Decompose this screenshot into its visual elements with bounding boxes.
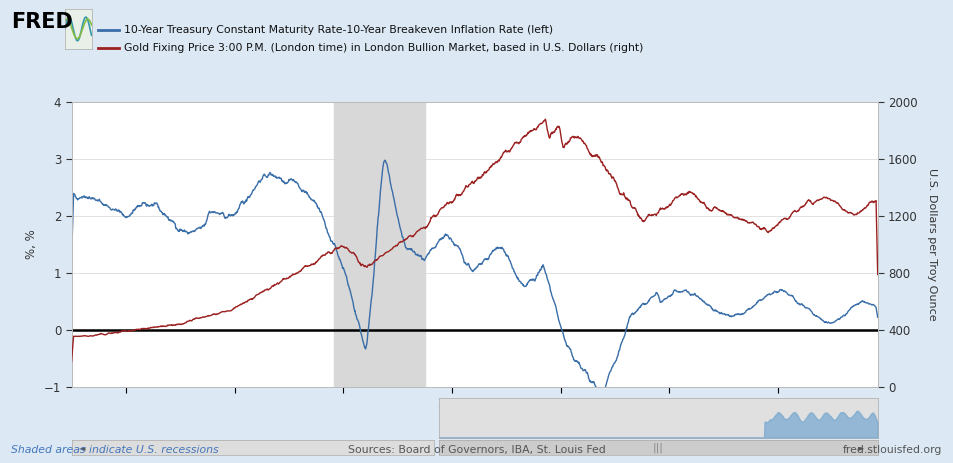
Text: Gold Fixing Price 3:00 P.M. (London time) in London Bullion Market, based in U.S: Gold Fixing Price 3:00 P.M. (London time… bbox=[124, 43, 642, 53]
Text: Shaded areas indicate U.S. recessions: Shaded areas indicate U.S. recessions bbox=[11, 444, 219, 455]
Text: fred.stlouisfed.org: fred.stlouisfed.org bbox=[842, 444, 942, 455]
Text: ►: ► bbox=[857, 443, 863, 452]
Text: ◄: ◄ bbox=[79, 443, 85, 452]
Text: |||: ||| bbox=[652, 443, 663, 453]
Bar bbox=[334, 102, 424, 387]
Y-axis label: U.S. Dollars per Troy Ounce: U.S. Dollars per Troy Ounce bbox=[926, 168, 936, 320]
Text: Sources: Board of Governors, IBA, St. Louis Fed: Sources: Board of Governors, IBA, St. Lo… bbox=[348, 444, 605, 455]
Text: 10-Year Treasury Constant Maturity Rate-10-Year Breakeven Inflation Rate (left): 10-Year Treasury Constant Maturity Rate-… bbox=[124, 25, 553, 35]
Text: FRED: FRED bbox=[11, 12, 73, 31]
Y-axis label: %, %: %, % bbox=[25, 229, 38, 259]
